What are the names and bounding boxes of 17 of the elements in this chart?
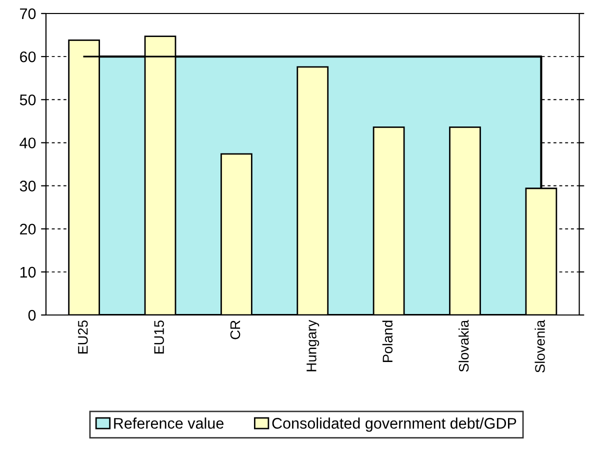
y-tick-label: 20: [20, 224, 36, 235]
y-tick-label: 70: [20, 8, 36, 20]
legend-label: Consolidated government debt/GDP: [272, 418, 516, 432]
y-tick-label: 40: [20, 138, 36, 148]
y-tick-label: 60: [20, 51, 36, 62]
y-tick-label: 50: [20, 94, 36, 106]
x-tick-label: Slovakia: [458, 320, 469, 372]
y-tick-label: 0: [28, 310, 36, 321]
y-tick-label: 30: [20, 180, 36, 192]
legend-label: Reference value: [114, 418, 224, 429]
x-tick-label: EU25: [78, 320, 88, 354]
x-tick-label: Slovenia: [534, 320, 545, 373]
x-tick-label: Poland: [382, 320, 393, 362]
y-tick-label: 10: [20, 266, 36, 278]
x-tick-label: CR: [230, 320, 240, 340]
x-tick-label: Hungary: [306, 320, 320, 372]
x-tick-label: EU15: [154, 320, 164, 354]
